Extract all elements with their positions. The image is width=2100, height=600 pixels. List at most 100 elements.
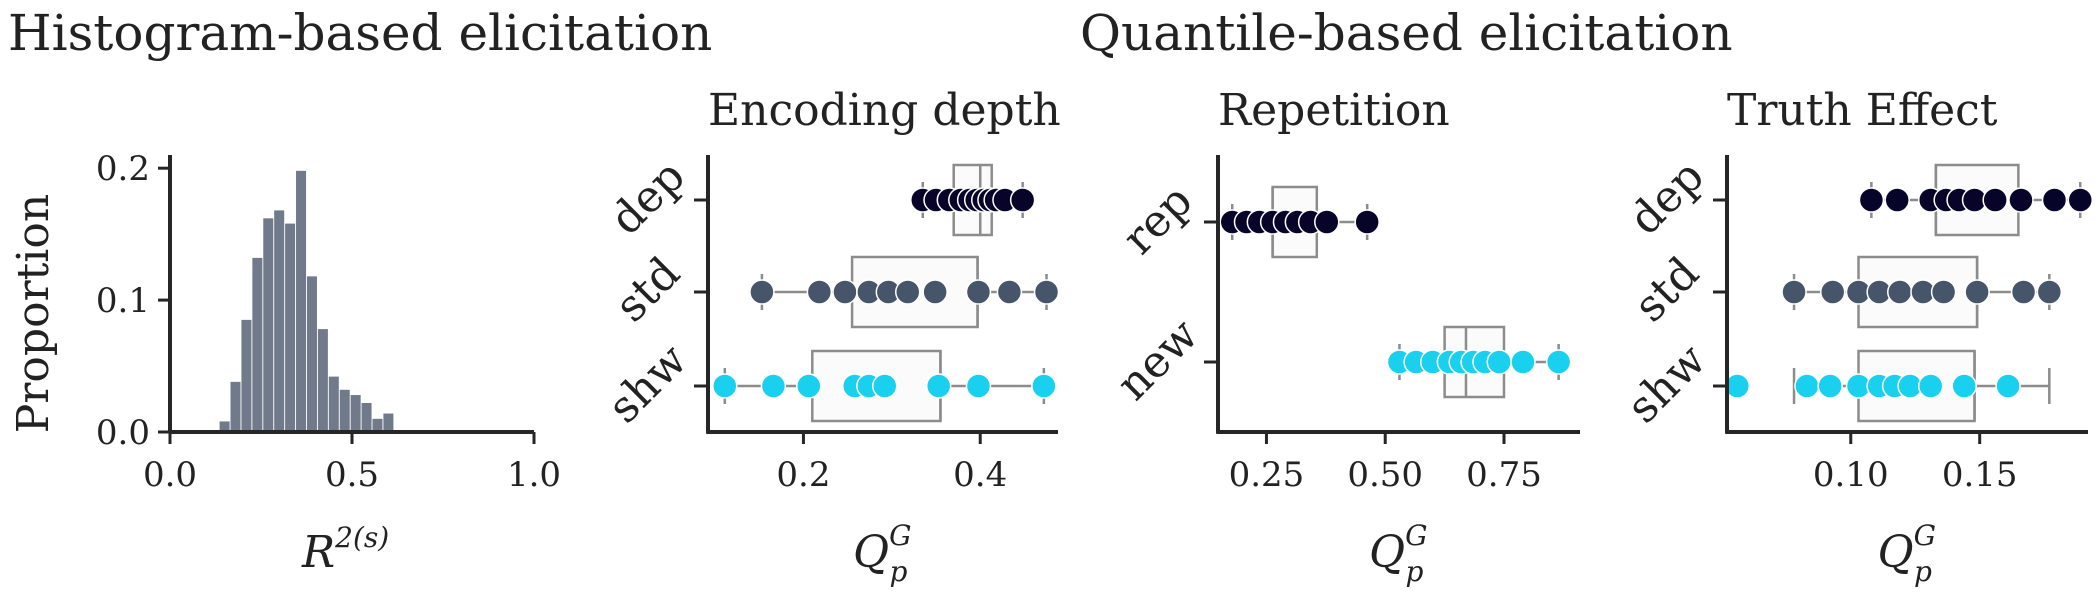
histogram-bar — [296, 170, 307, 433]
y-category-label: shw — [1617, 334, 1716, 433]
y-axis-label: Proportion — [8, 194, 59, 433]
histogram-bar — [241, 319, 252, 432]
histogram-bar — [383, 413, 394, 432]
histogram-bar — [230, 381, 241, 432]
data-point-shw — [712, 373, 738, 399]
panel-title: Truth Effect — [1727, 85, 1998, 136]
data-point-shw — [965, 373, 992, 399]
y-tick-label: 0.0 — [96, 413, 150, 453]
y-category-label: shw — [598, 334, 697, 433]
histogram-bar — [252, 257, 263, 432]
histogram-bar — [372, 418, 383, 432]
histogram-bar — [274, 210, 285, 432]
data-point-shw — [1794, 373, 1820, 399]
heading-quantile-elicitation: Quantile-based elicitation — [1080, 4, 1733, 62]
x-tick-label: 0.5 — [325, 455, 379, 495]
histogram-bar — [285, 223, 296, 432]
histogram-bar — [350, 395, 361, 432]
x-axis-label: QG p — [1369, 519, 1427, 588]
histogram-bar — [361, 402, 372, 432]
data-point-std — [996, 279, 1023, 305]
data-point-std — [894, 279, 921, 305]
x-tick-label: 1.0 — [507, 455, 561, 495]
data-point-dep — [2067, 187, 2094, 213]
x-tick-label: 0.10 — [1813, 455, 1889, 495]
data-point-rep — [1314, 209, 1340, 235]
data-point-new — [1510, 349, 1536, 375]
x-tick-label: 0.0 — [143, 455, 197, 495]
data-point-shw — [925, 373, 952, 399]
panel-title: Encoding depth — [708, 85, 1061, 136]
histogram-panel: 0.0 0.1 0.2 0.0 0.5 1.0 Proportion R2(s) — [8, 149, 561, 578]
x-axis-label-base: R — [301, 527, 335, 578]
data-point-std — [1781, 279, 1807, 305]
data-point-dep — [1858, 187, 1885, 213]
x-axis-label-base: Q — [1878, 527, 1914, 578]
repetition-panel: Repetition rep new 0.25 0.50 0.75 QG p — [1107, 85, 1580, 588]
data-point-dep — [2041, 187, 2068, 213]
data-point-std — [922, 279, 948, 305]
x-axis-label: QG p — [853, 519, 911, 588]
y-category-label: dep — [601, 151, 695, 245]
x-tick-label: 0.50 — [1347, 455, 1423, 495]
x-axis-label-base: Q — [1369, 527, 1405, 578]
x-tick-label: 0.2 — [776, 455, 830, 495]
data-point-shw — [1917, 373, 1944, 399]
data-point-dep — [1884, 187, 1910, 213]
data-point-rep — [1354, 209, 1380, 235]
x-axis-label-superscript: G — [889, 519, 911, 552]
data-point-shw — [1951, 373, 1977, 399]
data-point-shw — [872, 373, 898, 399]
data-point-std — [2010, 279, 2037, 305]
y-tick-label: 0.2 — [96, 149, 150, 189]
data-point-std — [1819, 279, 1846, 305]
data-point-shw — [1817, 373, 1843, 399]
x-axis-label-superscript: 2(s) — [334, 521, 389, 554]
histogram-bar — [328, 376, 339, 432]
x-tick-label: 0.4 — [953, 455, 1007, 495]
histogram-bar — [219, 421, 230, 432]
y-category-label: std — [606, 248, 690, 332]
data-point-new — [1486, 349, 1512, 375]
data-point-std — [2036, 279, 2063, 305]
data-point-shw — [1995, 373, 2021, 399]
histogram-bar — [317, 329, 328, 432]
histogram-bar — [339, 389, 350, 432]
x-axis-label-superscript: G — [1405, 519, 1427, 552]
data-point-std — [832, 279, 858, 305]
data-point-std — [1964, 279, 1990, 305]
x-axis-label-subscript: p — [1914, 555, 1932, 588]
data-point-std — [965, 279, 992, 305]
data-point-std — [749, 279, 775, 305]
histogram-bar — [263, 218, 274, 432]
y-category-label: dep — [1620, 151, 1714, 245]
x-axis-label-subscript: p — [889, 555, 907, 588]
data-point-shw — [760, 373, 787, 399]
data-point-shw — [796, 373, 822, 399]
data-point-shw — [1031, 373, 1057, 399]
data-point-std — [1930, 279, 1957, 305]
heading-histogram-elicitation: Histogram-based elicitation — [8, 4, 712, 62]
data-point-std — [1887, 279, 1913, 305]
x-axis-label-subscript: p — [1405, 555, 1423, 588]
y-category-label: new — [1107, 309, 1208, 410]
y-category-label: rep — [1113, 175, 1202, 264]
data-point-dep — [2008, 187, 2034, 213]
data-point-std — [1033, 279, 1060, 305]
y-category-label: std — [1625, 248, 1709, 332]
x-axis-label-base: Q — [853, 527, 889, 578]
y-tick-label: 0.1 — [96, 281, 150, 321]
data-point-dep — [1982, 187, 2008, 213]
data-point-std — [806, 279, 833, 305]
data-point-dep — [1009, 187, 1036, 213]
x-axis-label: R2(s) — [301, 521, 389, 578]
x-axis-label: QG p — [1878, 519, 1936, 588]
panel-title: Repetition — [1218, 85, 1450, 136]
x-tick-label: 0.15 — [1942, 455, 2018, 495]
x-tick-label: 0.75 — [1466, 455, 1542, 495]
x-tick-label: 0.25 — [1229, 455, 1305, 495]
histogram-bar — [306, 276, 317, 432]
